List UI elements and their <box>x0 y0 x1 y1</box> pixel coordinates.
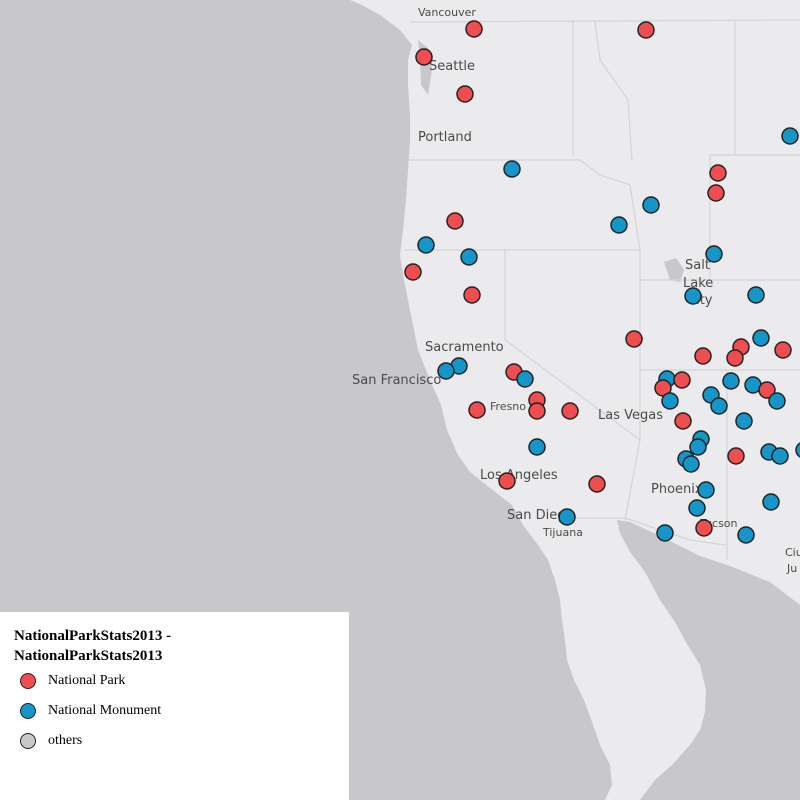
national-park-marker[interactable] <box>468 401 486 419</box>
national-monument-marker[interactable] <box>503 160 521 178</box>
legend-label: National Monument <box>48 703 162 718</box>
city-label-phoenix: Phoenix <box>651 482 703 497</box>
city-label-fresno: Fresno <box>490 400 526 413</box>
national-monument-marker[interactable] <box>722 372 740 390</box>
national-park-marker[interactable] <box>695 519 713 537</box>
national-monument-marker[interactable] <box>661 392 679 410</box>
city-label-san-francisco: San Francisco <box>352 373 441 388</box>
national-monument-marker[interactable] <box>642 196 660 214</box>
national-park-marker[interactable] <box>528 402 546 420</box>
national-monument-marker[interactable] <box>516 370 534 388</box>
national-park-marker[interactable] <box>673 371 691 389</box>
national-park-marker[interactable] <box>637 21 655 39</box>
national-monument-marker[interactable] <box>558 508 576 526</box>
city-labels: Vancouver Seattle Portland Salt Lake Cit… <box>352 6 800 575</box>
national-park-marker[interactable] <box>709 164 727 182</box>
legend-item-national-park: National Park <box>14 666 335 696</box>
national-monument-marker[interactable] <box>417 236 435 254</box>
national-park-marker[interactable] <box>674 412 692 430</box>
national-park-marker[interactable] <box>726 349 744 367</box>
gulf-of-california <box>630 525 752 800</box>
national-park-marker[interactable] <box>727 447 745 465</box>
city-label-san-diego: San Diego <box>507 508 573 523</box>
national-monument-marker[interactable] <box>697 481 715 499</box>
national-monument-marker[interactable] <box>735 412 753 430</box>
great-salt-lake <box>664 258 684 282</box>
legend-title: NationalParkStats2013 - NationalParkStat… <box>14 628 172 664</box>
national-park-marker[interactable] <box>758 381 776 399</box>
blue-circle-icon <box>20 703 36 719</box>
national-monument-marker[interactable] <box>684 287 702 305</box>
national-park-marker[interactable] <box>707 184 725 202</box>
city-label-sacramento: Sacramento <box>425 340 504 355</box>
national-monument-marker[interactable] <box>688 499 706 517</box>
national-monument-marker[interactable] <box>795 442 800 458</box>
national-monument-marker[interactable] <box>689 438 707 456</box>
city-label-portland: Portland <box>418 130 472 145</box>
red-circle-icon <box>20 673 36 689</box>
city-label-los-angeles: Los Angeles <box>480 468 558 483</box>
city-label-ciudad-juarez: Ju <box>786 562 797 575</box>
legend-item-others: others <box>14 726 335 756</box>
legend-item-national-monument: National Monument <box>14 696 335 726</box>
national-park-marker[interactable] <box>446 212 464 230</box>
national-monument-marker[interactable] <box>768 392 786 410</box>
national-monument-marker[interactable] <box>737 526 755 544</box>
legend-label: others <box>48 733 83 748</box>
national-park-marker[interactable] <box>456 85 474 103</box>
legend-label: National Park <box>48 673 126 688</box>
city-label-las-vegas: Las Vegas <box>598 408 663 423</box>
national-monument-marker[interactable] <box>656 524 674 542</box>
city-label-salt-lake-city: Lake <box>683 276 713 291</box>
city-label-seattle: Seattle <box>429 59 475 74</box>
national-monument-marker[interactable] <box>747 286 765 304</box>
national-monument-marker[interactable] <box>710 397 728 415</box>
city-label-tijuana: Tijuana <box>542 526 583 539</box>
gray-circle-icon <box>20 733 36 749</box>
land <box>350 0 800 800</box>
national-monument-marker[interactable] <box>781 127 799 145</box>
city-label-salt-lake-city: Salt <box>685 258 710 273</box>
national-park-marker[interactable] <box>588 475 606 493</box>
legend: NationalParkStats2013 - NationalParkStat… <box>0 612 349 800</box>
national-park-marker[interactable] <box>463 286 481 304</box>
national-park-marker[interactable] <box>415 48 433 66</box>
national-park-marker[interactable] <box>774 341 792 359</box>
national-monument-marker[interactable] <box>771 447 789 465</box>
national-monument-marker[interactable] <box>682 455 700 473</box>
city-label-ciudad-juarez: Ciu <box>785 546 800 559</box>
national-monument-marker[interactable] <box>705 245 723 263</box>
national-monument-marker[interactable] <box>610 216 628 234</box>
national-monument-marker[interactable] <box>752 329 770 347</box>
national-park-marker[interactable] <box>498 472 516 490</box>
national-park-marker[interactable] <box>561 402 579 420</box>
national-monument-marker[interactable] <box>528 438 546 456</box>
park-markers <box>404 20 800 544</box>
national-monument-marker[interactable] <box>437 362 455 380</box>
national-park-marker[interactable] <box>404 263 422 281</box>
national-park-marker[interactable] <box>694 347 712 365</box>
national-park-marker[interactable] <box>625 330 643 348</box>
national-park-marker[interactable] <box>465 20 483 38</box>
national-monument-marker[interactable] <box>460 248 478 266</box>
national-monument-marker[interactable] <box>762 493 780 511</box>
city-label-vancouver: Vancouver <box>418 6 476 19</box>
